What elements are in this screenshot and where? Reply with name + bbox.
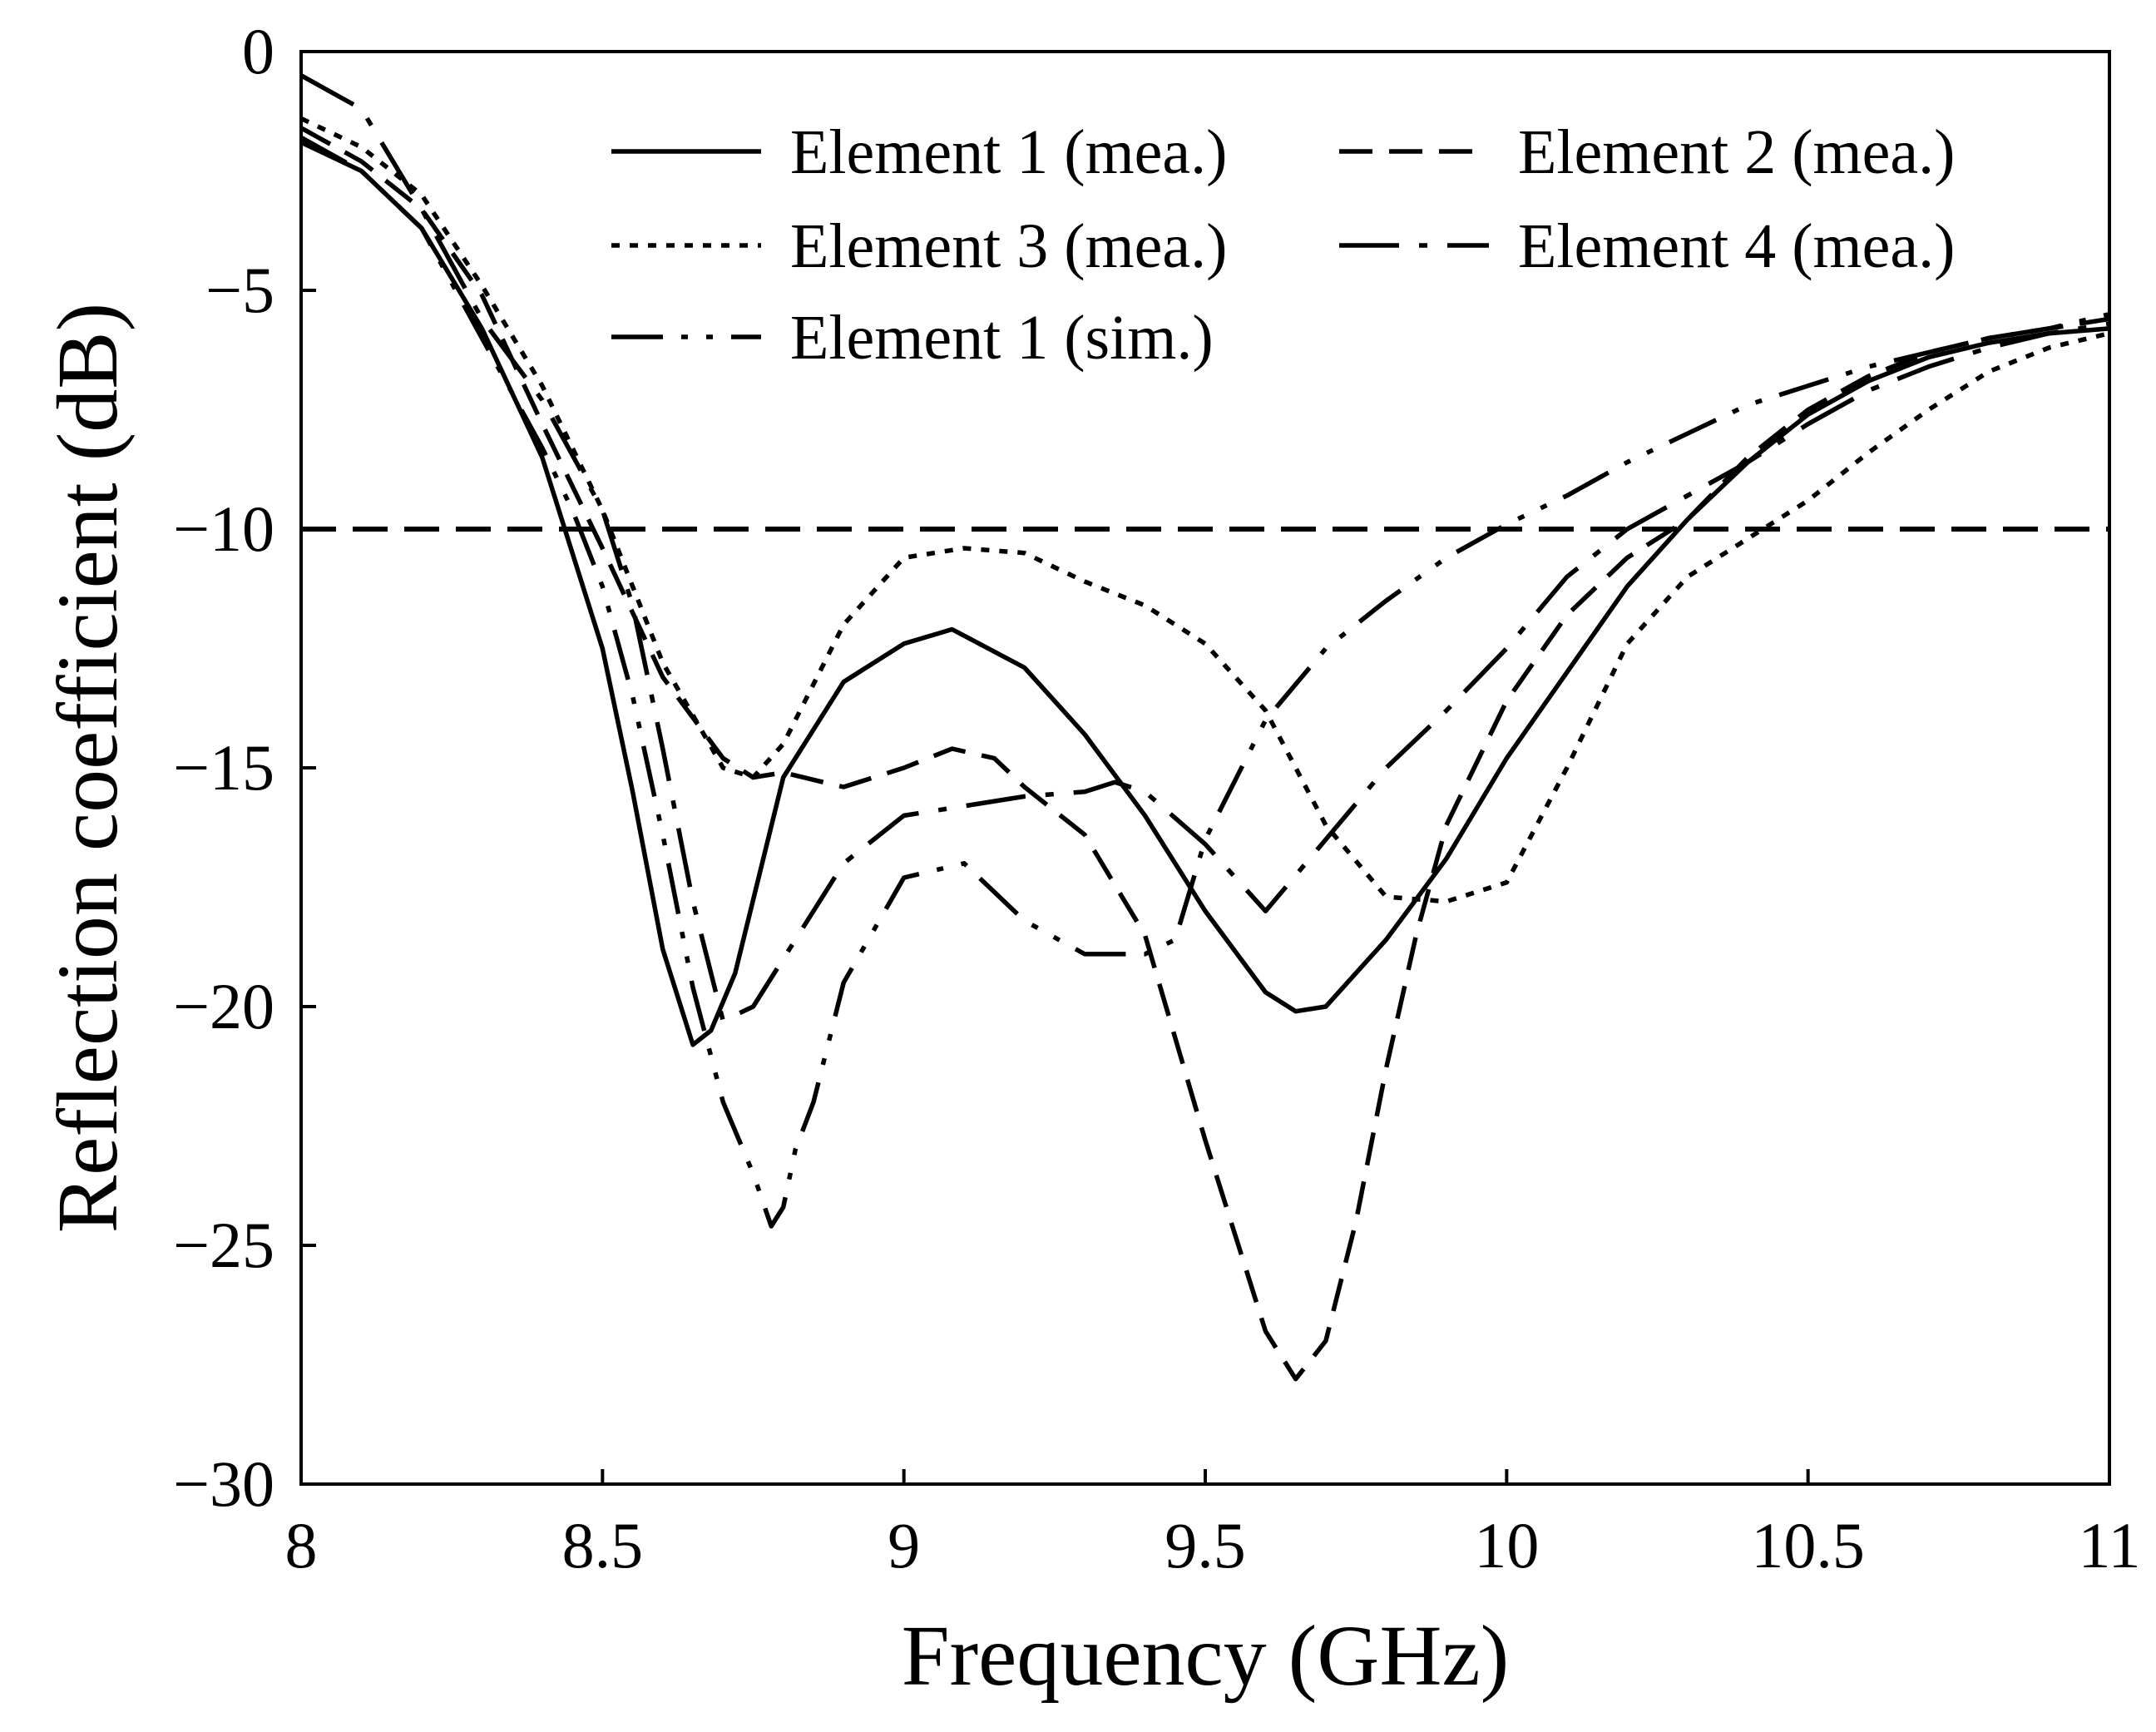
legend: Element 1 (mea.) Element 2 (mea.) Element … [611, 117, 1955, 373]
legend-label-1: Element 1 (mea.) [790, 117, 1227, 187]
x-axis-title: Frequency (GHz) [902, 1608, 1510, 1704]
x-tick-label: 10 [1474, 1509, 1539, 1581]
x-tick-label: 9.5 [1165, 1509, 1246, 1581]
y-tick-label: −10 [173, 492, 274, 565]
series-line-5 [299, 135, 2110, 1229]
legend-label-5: Element 1 (sim.) [790, 303, 1214, 373]
series-line-4 [299, 73, 2110, 1023]
y-axis-title: Reflection coefficient (dB) [40, 303, 136, 1234]
series-group [299, 73, 2110, 1382]
axis-ticks: 8 8.5 9 9.5 10 10.5 11 0 −5 −10 −15 −20 −25 −30 [173, 15, 2141, 1581]
y-tick-label: −25 [173, 1209, 274, 1281]
x-tick-label: 11 [2078, 1509, 2140, 1581]
y-tick-label: −30 [173, 1447, 274, 1520]
legend-label-4: Element 4 (mea.) [1518, 211, 1955, 281]
y-tick-label: −5 [205, 254, 274, 326]
y-tick-label: 0 [242, 15, 274, 87]
y-tick-label: −15 [173, 731, 274, 804]
series-line-2 [299, 126, 2110, 1382]
y-tick-label: −20 [173, 970, 274, 1042]
x-tick-label: 8.5 [562, 1509, 644, 1581]
x-tick-label: 10.5 [1751, 1509, 1865, 1581]
legend-label-3: Element 3 (mea.) [790, 211, 1227, 281]
legend-label-2: Element 2 (mea.) [1518, 117, 1955, 187]
x-tick-label: 9 [888, 1509, 920, 1581]
series-line-1 [299, 140, 2110, 1047]
x-tick-label: 8 [285, 1509, 318, 1581]
